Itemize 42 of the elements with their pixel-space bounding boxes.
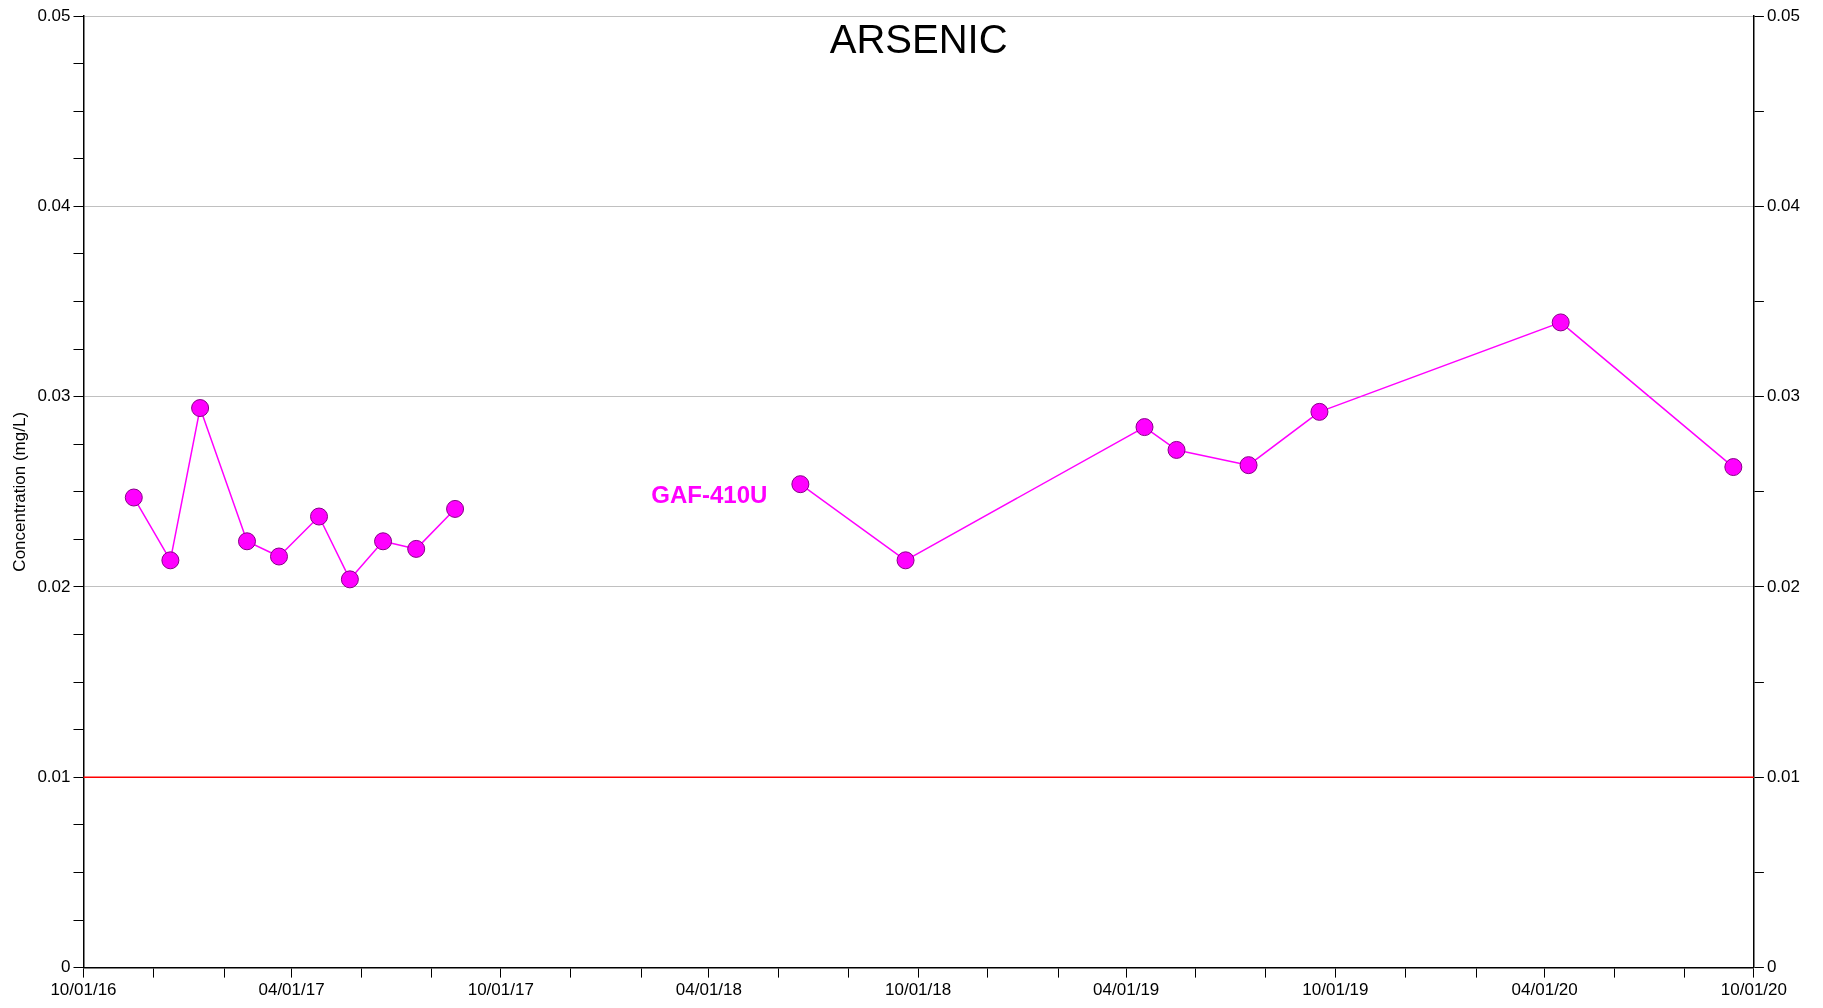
- point: [791, 475, 810, 494]
- y2-tick-label: 0.02: [1766, 576, 1801, 596]
- point: [407, 539, 426, 558]
- point: [374, 532, 393, 551]
- y-axis-title: Concentration (mg/L): [9, 411, 29, 572]
- point: [1724, 458, 1743, 477]
- y-tick-label: 0.01: [37, 766, 71, 786]
- y-tick-label: 0.02: [37, 576, 71, 596]
- point: [340, 570, 359, 589]
- point: [191, 399, 210, 418]
- point: [1135, 418, 1154, 437]
- y-tick-label: 0.05: [37, 5, 71, 25]
- x-tick-label: 04/01/17: [258, 980, 325, 1000]
- point: [446, 499, 465, 518]
- x-tick-label: 04/01/18: [675, 980, 742, 1000]
- x-tick-label: 10/01/19: [1302, 980, 1369, 1000]
- y-tick-label: 0.03: [37, 386, 71, 406]
- x-tick-label: 04/01/19: [1093, 980, 1160, 1000]
- x-tick-label: 04/01/20: [1511, 980, 1578, 1000]
- y-tick-label: 0.04: [37, 196, 71, 216]
- y-tick-label: 0: [61, 957, 71, 977]
- point: [1310, 402, 1329, 421]
- y2-tick-label: 0.03: [1766, 386, 1801, 406]
- chart-title: ARSENIC: [829, 17, 1008, 62]
- point: [161, 551, 180, 570]
- x-tick-label: 10/01/20: [1720, 980, 1788, 1000]
- x-tick-label: 10/01/18: [885, 980, 952, 1000]
- series-label: GAF-410U: [651, 480, 768, 508]
- point: [310, 507, 329, 526]
- x-tick-label: 10/01/17: [467, 980, 534, 1000]
- point: [237, 532, 256, 551]
- point: [1167, 440, 1186, 459]
- point: [1239, 456, 1258, 475]
- y2-tick-label: 0.01: [1766, 766, 1801, 786]
- y2-tick-label: 0.04: [1766, 196, 1801, 216]
- y2-tick-label: 0.05: [1766, 5, 1801, 25]
- point: [896, 551, 915, 570]
- x-tick-label: 10/01/16: [50, 980, 117, 1000]
- y2-tick-label: 0: [1766, 957, 1777, 977]
- point: [270, 547, 288, 566]
- point: [1551, 313, 1570, 332]
- point: [124, 488, 143, 507]
